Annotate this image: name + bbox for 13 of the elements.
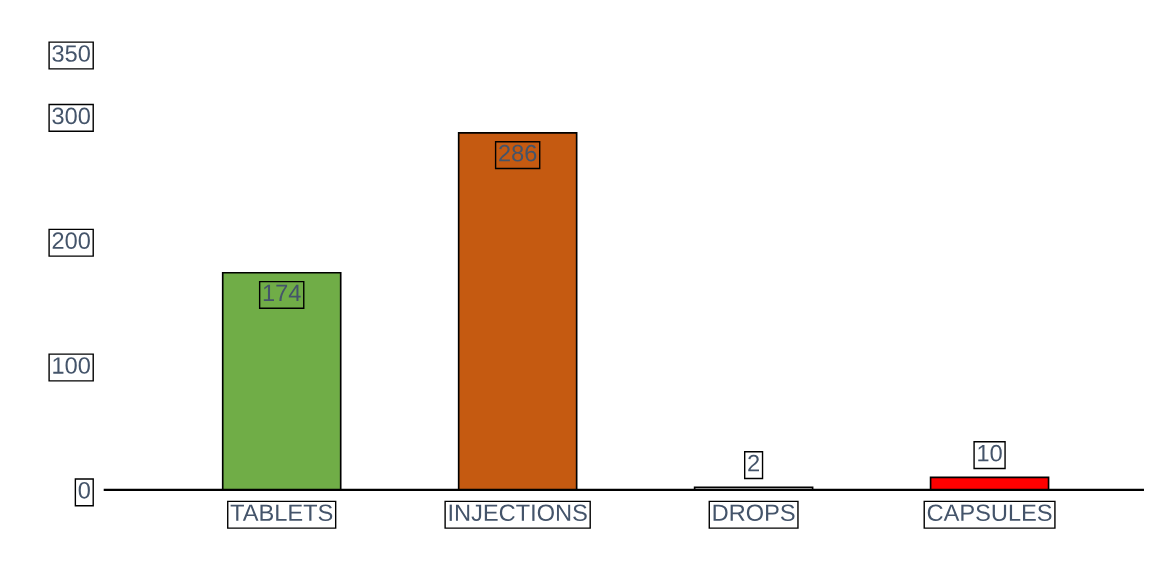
data-label: 2 bbox=[748, 454, 759, 472]
data-label: 174 bbox=[263, 284, 301, 302]
x-tick-label: CAPSULES bbox=[927, 504, 1052, 522]
x-tick-label: TABLETS bbox=[230, 504, 333, 522]
y-tick-label: 350 bbox=[52, 45, 90, 62]
x-tick-label: DROPS bbox=[713, 504, 795, 522]
data-label: 286 bbox=[499, 144, 537, 162]
y-tick-label: 100 bbox=[53, 357, 90, 374]
x-tick-label: INJECTIONS bbox=[449, 504, 587, 522]
data-label: 10 bbox=[978, 444, 1002, 462]
y-tick-label: 300 bbox=[52, 107, 90, 125]
y-tick-label: 200 bbox=[52, 232, 90, 250]
y-tick-label: 0 bbox=[78, 481, 90, 499]
